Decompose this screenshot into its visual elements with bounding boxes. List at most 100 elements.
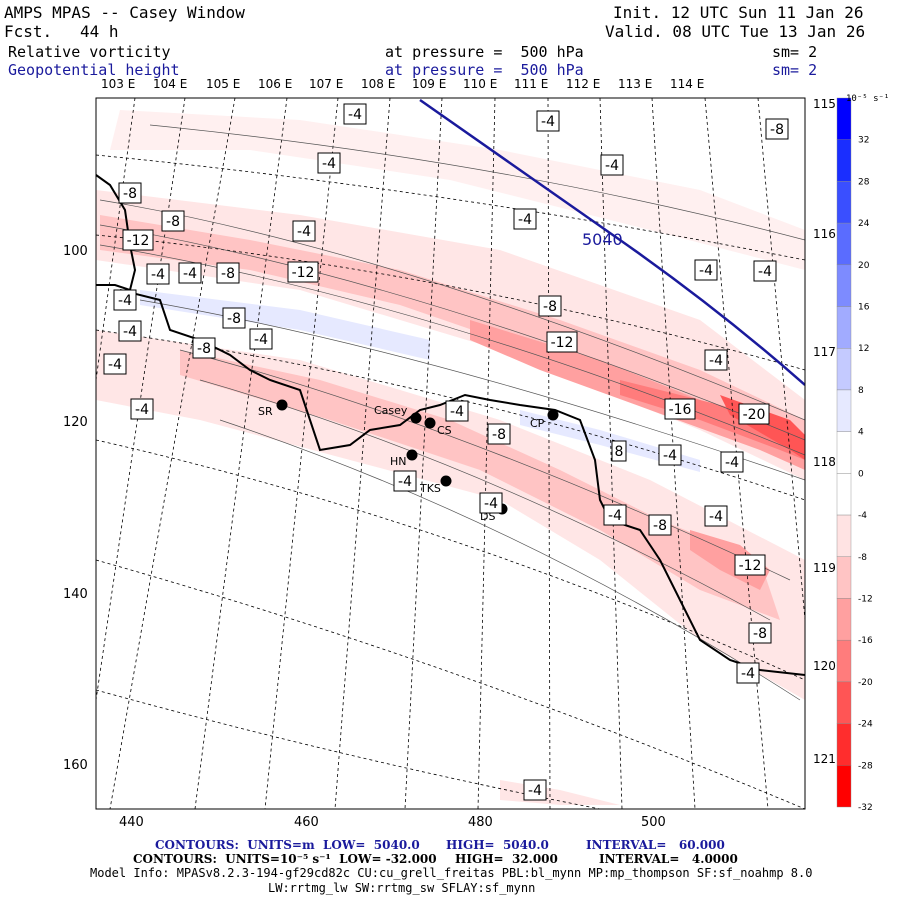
svg-text:-4: -4 bbox=[135, 402, 149, 418]
lon-label: 112 E bbox=[566, 77, 601, 91]
station-marker bbox=[547, 409, 559, 421]
contour-label: -4 bbox=[704, 349, 728, 371]
x-tick-label: 480 bbox=[468, 815, 493, 830]
colorbar-swatch bbox=[836, 639, 852, 683]
colorbar-swatch bbox=[836, 514, 852, 557]
contour-label: -4 bbox=[178, 262, 202, 284]
svg-text:-8: -8 bbox=[197, 341, 211, 357]
contour-label: 8 bbox=[611, 440, 627, 462]
contour-label: -4 bbox=[736, 662, 760, 684]
contour-label: -4 bbox=[393, 470, 417, 492]
contour-label: -4 bbox=[753, 260, 777, 282]
colorbar-label: -8 bbox=[858, 553, 867, 563]
footer-height-high: HIGH= 5040.0 bbox=[446, 838, 549, 852]
y-tick-label: 120 bbox=[63, 415, 88, 430]
svg-text:-4: -4 bbox=[348, 107, 362, 123]
geopotential-5040-contour bbox=[419, 98, 805, 386]
colorbar-label: 28 bbox=[858, 177, 870, 187]
valid-time: Valid. 08 UTC Tue 13 Jan 26 bbox=[605, 22, 866, 41]
contour-label: -8 bbox=[487, 423, 511, 445]
colorbar-swatch bbox=[836, 306, 852, 349]
contour-label: -8 bbox=[192, 337, 216, 359]
contour-label: -4 bbox=[603, 504, 627, 526]
contour-labels: -4 -4 -8 -4 -4 -8 -8 -4 -4 -12 -12 -4 -4 -8 -4 -4 -4 -8 -8… bbox=[103, 103, 789, 801]
colorbar-swatch bbox=[836, 389, 852, 432]
svg-text:-4: -4 bbox=[108, 357, 122, 373]
svg-text:-4: -4 bbox=[758, 264, 772, 280]
contour-label: -4 bbox=[343, 103, 367, 125]
svg-text:-12: -12 bbox=[739, 558, 762, 574]
contour-label: -4 bbox=[479, 492, 503, 514]
colorbar-label: 4 bbox=[858, 428, 864, 438]
contour-label: -8 bbox=[748, 622, 772, 644]
contour-label-5040: 5040 bbox=[582, 230, 623, 249]
contour-label: -12 bbox=[122, 229, 154, 251]
lon-label: 106 E bbox=[258, 77, 293, 91]
colorbar-label: -28 bbox=[858, 761, 873, 771]
svg-text:-4: -4 bbox=[608, 508, 622, 524]
footer-height-contours: CONTOURS: UNITS=m LOW= 5040.0 bbox=[155, 838, 420, 852]
contour-label: -4 bbox=[118, 320, 142, 342]
svg-text:-4: -4 bbox=[151, 267, 165, 283]
colorbar-label: 20 bbox=[858, 261, 870, 271]
svg-text:-4: -4 bbox=[183, 266, 197, 282]
svg-text:-4: -4 bbox=[322, 156, 336, 172]
colorbar-swatch bbox=[836, 598, 852, 641]
plot-title: AMPS MPAS -- Casey Window bbox=[4, 3, 245, 22]
contour-label: -4 bbox=[130, 398, 154, 420]
station-marker bbox=[424, 417, 436, 429]
colorbar-label: 32 bbox=[858, 136, 869, 146]
forecast-label: Fcst. bbox=[4, 22, 53, 41]
svg-text:-12: -12 bbox=[127, 233, 150, 249]
footer-vort-contours: CONTOURS: UNITS=10⁻⁵ s⁻¹ LOW= -32.000 bbox=[133, 852, 437, 866]
colorbar-label: -20 bbox=[858, 678, 873, 688]
model-info-2: LW:rrtmg_lw SW:rrtmg_sw SFLAY:sf_mynn bbox=[268, 881, 536, 895]
x-tick-label: 460 bbox=[294, 815, 319, 830]
station-marker bbox=[276, 399, 288, 411]
contour-label: -8 bbox=[118, 182, 142, 204]
svg-text:-8: -8 bbox=[770, 122, 784, 138]
station-label: SR bbox=[258, 405, 273, 418]
field2-smoothing: sm= 2 bbox=[772, 61, 818, 79]
svg-text:-12: -12 bbox=[292, 265, 315, 281]
svg-text:-12: -12 bbox=[551, 335, 574, 351]
contour-label: -8 bbox=[648, 514, 672, 536]
colorbar-swatch bbox=[836, 556, 852, 599]
station-label: CS bbox=[437, 424, 452, 437]
lon-label: 113 E bbox=[618, 77, 653, 91]
svg-text:-8: -8 bbox=[123, 186, 137, 202]
contour-label: -4 bbox=[113, 289, 137, 311]
svg-text:-4: -4 bbox=[123, 324, 137, 340]
colorbar-label: 12 bbox=[858, 344, 869, 354]
x-tick-label: 500 bbox=[641, 815, 666, 830]
contour-label: -4 bbox=[146, 263, 170, 285]
svg-text:-8: -8 bbox=[166, 214, 180, 230]
contour-label: -12 bbox=[287, 261, 319, 283]
svg-text:-4: -4 bbox=[528, 783, 542, 799]
svg-text:-4: -4 bbox=[709, 509, 723, 525]
vorticity-contours bbox=[99, 124, 805, 701]
colorbar-swatch bbox=[836, 765, 852, 808]
contour-label: -4 bbox=[523, 779, 547, 801]
station-marker bbox=[440, 475, 452, 487]
svg-text:-4: -4 bbox=[254, 332, 268, 348]
y-tick-label: 160 bbox=[63, 758, 88, 773]
station-label: CP bbox=[530, 417, 545, 430]
svg-text:-4: -4 bbox=[118, 293, 132, 309]
station-label: HN bbox=[390, 455, 407, 468]
init-time: Init. 12 UTC Sun 11 Jan 26 bbox=[613, 3, 864, 22]
svg-text:-4: -4 bbox=[699, 263, 713, 279]
station-label: Casey bbox=[374, 404, 408, 417]
colorbar-label: -4 bbox=[858, 511, 867, 521]
colorbar-label: -16 bbox=[858, 636, 873, 646]
contour-label: -4 bbox=[445, 400, 469, 422]
contour-label: -4 bbox=[600, 154, 624, 176]
contour-label: -8 bbox=[765, 118, 789, 140]
station-label: TKS bbox=[419, 482, 441, 495]
svg-text:-4: -4 bbox=[709, 353, 723, 369]
contour-label: -4 bbox=[536, 110, 560, 132]
colorbar-label: 0 bbox=[858, 469, 864, 479]
colorbar-label: -12 bbox=[858, 594, 873, 604]
footer-height-interval: INTERVAL= 60.000 bbox=[586, 838, 725, 852]
